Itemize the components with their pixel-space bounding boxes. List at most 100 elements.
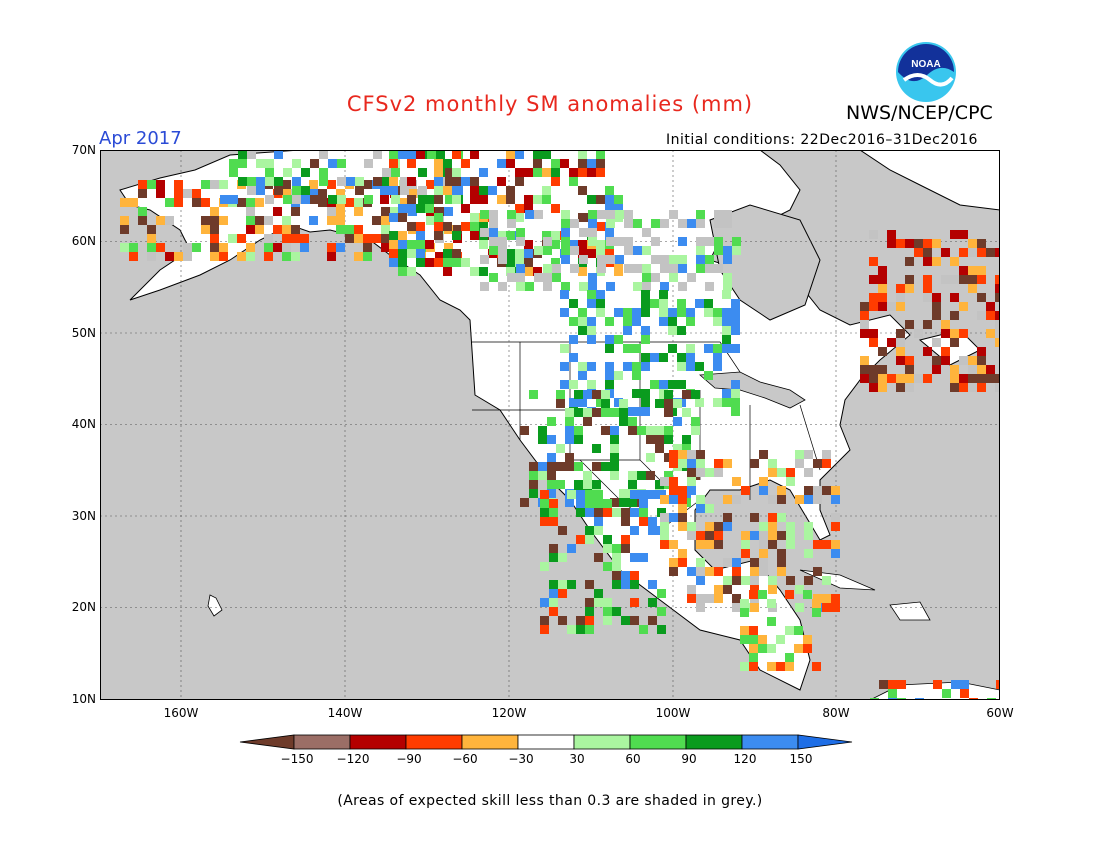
anomaly-cell [210,216,219,225]
anomaly-cell [558,526,567,535]
anomaly-cell [722,308,731,317]
anomaly-cell [642,273,651,282]
anomaly-cell [389,150,398,159]
anomaly-cell [741,531,750,540]
anomaly-cell [968,266,977,275]
anomaly-cell [610,462,619,471]
anomaly-cell [129,198,138,207]
anomaly-cell [354,252,363,261]
anomaly-cell [605,186,614,195]
anomaly-cell [696,264,705,273]
anomaly-cell [632,344,641,353]
anomaly-cell [678,495,687,504]
anomaly-cell [301,186,310,195]
anomaly-cell [713,398,722,407]
anomaly-cell [434,186,443,195]
anomaly-cell [389,258,398,267]
anomaly-cell [610,498,619,507]
anomaly-cell [624,210,633,219]
anomaly-cell [795,495,804,504]
anomaly-cell [542,186,551,195]
anomaly-cell [669,558,678,567]
anomaly-cell [641,362,650,371]
anomaly-cell [628,417,637,426]
anomaly-cell [596,249,605,258]
anomaly-cell [552,264,561,273]
anomaly-cell [578,371,587,380]
anomaly-cell [641,299,650,308]
anomaly-cell [750,603,759,612]
anomaly-cell [641,290,650,299]
colorbar-segment [239,734,295,750]
anomaly-cell [714,264,723,273]
anomaly-cell [400,186,409,195]
anomaly-cell [282,180,291,189]
anomaly-cell [533,159,542,168]
anomaly-cell [968,275,977,284]
anomaly-cell [896,356,905,365]
anomaly-cell [538,471,547,480]
anomaly-cell [696,603,705,612]
anomaly-cell [687,459,696,468]
anomaly-cell [632,371,641,380]
anomaly-cell [986,248,995,257]
anomaly-cell [659,317,668,326]
anomaly-cell [524,267,533,276]
anomaly-cell [723,282,732,291]
anomaly-cell [596,290,605,299]
anomaly-cell [923,239,932,248]
anomaly-cell [534,210,543,219]
anomaly-cell [786,477,795,486]
anomaly-cell [515,204,524,213]
anomaly-cell [219,216,228,225]
anomaly-cell [515,213,524,222]
anomaly-cell [327,252,336,261]
anomaly-cell [569,299,578,308]
anomaly-cell [444,207,453,216]
anomaly-cell [603,616,612,625]
hispaniola [889,601,931,621]
anomaly-cell [587,380,596,389]
anomaly-cell [264,234,273,243]
anomaly-cell [660,477,669,486]
anomaly-cell [750,513,759,522]
anomaly-cell [741,549,750,558]
anomaly-cell [732,237,741,246]
anomaly-cell [583,408,592,417]
colorbar-tick: −30 [508,752,534,766]
anomaly-cell [678,219,687,228]
anomaly-cell [192,243,201,252]
anomaly-cell [282,216,291,225]
anomaly-cell [831,549,840,558]
anomaly-cell [407,195,416,204]
anomaly-cell [452,258,461,267]
anomaly-cell [506,249,515,258]
anomaly-cell [986,329,995,338]
anomaly-cell [812,608,821,617]
anomaly-cell [714,567,723,576]
anomaly-cell [551,204,560,213]
anomaly-cell [714,237,723,246]
anomaly-cell [516,264,525,273]
anomaly-cell [592,444,601,453]
anomaly-cell [138,216,147,225]
anomaly-cell [722,290,731,299]
anomaly-cell [732,495,741,504]
anomaly-cell [831,540,840,549]
anomaly-cell [642,282,651,291]
anomaly-cell [540,517,549,526]
anomaly-cell [646,453,655,462]
anomaly-cell [516,228,525,237]
anomaly-cell [380,186,389,195]
lat-label-40n: 40N [71,417,96,431]
anomaly-cell [628,471,637,480]
anomaly-cell [950,275,959,284]
anomaly-cell [777,495,786,504]
anomaly-cell [354,198,363,207]
anomaly-cell [558,616,567,625]
anomaly-cell [210,180,219,189]
anomaly-cell [529,471,538,480]
anomaly-cell [977,347,986,356]
anomaly-cell [427,150,436,159]
anomaly-cell [470,150,479,159]
